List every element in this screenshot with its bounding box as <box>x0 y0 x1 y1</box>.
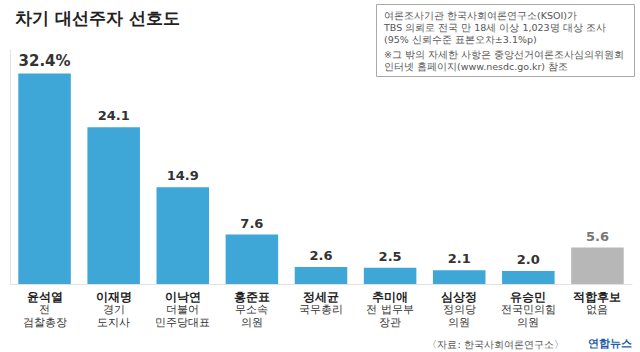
svg-text:심상정: 심상정 <box>441 290 477 304</box>
svg-text:이재명: 이재명 <box>96 290 132 304</box>
svg-text:2.0: 2.0 <box>517 252 540 267</box>
svg-text:여론조사기관 한국사회여론연구소(KSOI)가: 여론조사기관 한국사회여론연구소(KSOI)가 <box>384 10 577 21</box>
svg-text:2.6: 2.6 <box>309 248 332 263</box>
svg-text:의원: 의원 <box>517 316 539 329</box>
svg-text:윤석열: 윤석열 <box>27 290 63 304</box>
svg-text:정의당: 정의당 <box>443 303 476 316</box>
svg-text:이낙연: 이낙연 <box>165 290 201 304</box>
svg-text:경기: 경기 <box>103 303 125 316</box>
svg-text:의원: 의원 <box>448 316 470 329</box>
svg-text:무소속: 무소속 <box>235 303 268 316</box>
svg-text:국무총리: 국무총리 <box>299 303 343 316</box>
svg-text:연합뉴스: 연합뉴스 <box>588 337 632 350</box>
svg-text:더불어: 더불어 <box>166 303 199 316</box>
svg-text:14.9: 14.9 <box>167 168 199 183</box>
svg-text:5.6: 5.6 <box>586 229 609 244</box>
svg-text:정세균: 정세균 <box>303 290 339 304</box>
svg-text:전국민의힘: 전국민의힘 <box>501 303 556 316</box>
svg-text:추미애: 추미애 <box>372 290 408 304</box>
svg-text:24.1: 24.1 <box>98 108 130 123</box>
svg-text:민주당대표: 민주당대표 <box>155 316 210 329</box>
svg-text:도지사: 도지사 <box>97 316 130 329</box>
svg-text:32.4%: 32.4% <box>19 52 71 70</box>
svg-text:※그 밖의 자세한 사항은 중앙선거여론조사심의위원회: ※그 밖의 자세한 사항은 중앙선거여론조사심의위원회 <box>384 49 624 60</box>
svg-text:없음: 없음 <box>586 303 608 316</box>
svg-text:검찰총장: 검찰총장 <box>23 316 67 329</box>
svg-text:유승민: 유승민 <box>510 290 546 304</box>
svg-text:2.1: 2.1 <box>448 251 471 266</box>
svg-text:7.6: 7.6 <box>240 216 263 231</box>
svg-text:장관: 장관 <box>379 316 401 329</box>
svg-text:의원: 의원 <box>241 316 263 329</box>
svg-text:TBS 의뢰로 전국 만 18세 이상 1,023명 대상: TBS 의뢰로 전국 만 18세 이상 1,023명 대상 조사 <box>383 22 606 33</box>
svg-text:차기 대선주자 선호도: 차기 대선주자 선호도 <box>15 8 180 28</box>
svg-text:전 법무부: 전 법무부 <box>366 303 414 316</box>
svg-text:홍준표: 홍준표 <box>234 290 270 304</box>
svg-text:2.5: 2.5 <box>379 249 402 264</box>
svg-text:인터넷 홈페이지(www.nesdc.go.kr) 참조: 인터넷 홈페이지(www.nesdc.go.kr) 참조 <box>384 61 568 72</box>
svg-text:(95% 신뢰수준 표본오차±3.1%p): (95% 신뢰수준 표본오차±3.1%p) <box>384 34 537 45</box>
svg-text:전: 전 <box>39 303 50 316</box>
svg-text:〈자료: 한국사회여론연구소〉: 〈자료: 한국사회여론연구소〉 <box>427 339 564 350</box>
svg-text:적합후보: 적합후보 <box>573 290 621 304</box>
